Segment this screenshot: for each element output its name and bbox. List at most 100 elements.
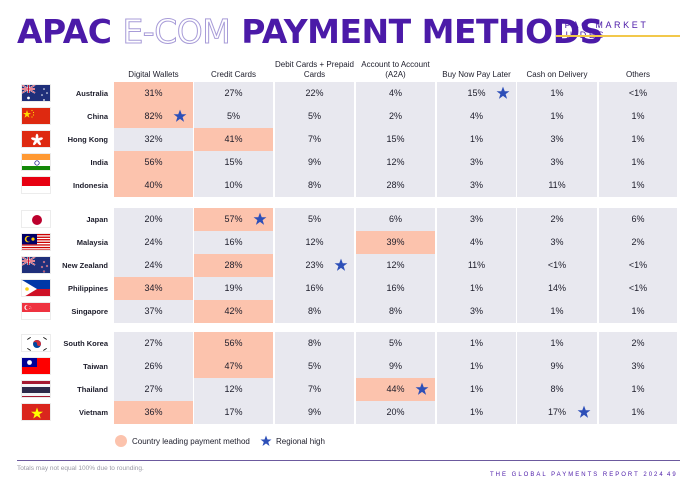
table-cell-digital-wallets: 27% — [114, 332, 193, 355]
cell-value: 2% — [631, 338, 645, 348]
cell-value: 9% — [550, 361, 564, 371]
star-icon — [334, 258, 348, 272]
title-part-1: APAC — [17, 12, 123, 51]
cell-value: 11% — [467, 260, 486, 270]
table-cell-cash-on-delivery: 3% — [517, 151, 597, 174]
table-cell-digital-wallets: 20% — [114, 208, 193, 231]
cell-value: 15% — [386, 134, 405, 144]
table-cell-credit-cards: 19% — [194, 277, 273, 300]
flag-philippines-icon — [21, 279, 51, 297]
country-label: Hong Kong — [67, 135, 108, 144]
table-cell-digital-wallets: 40% — [114, 174, 193, 197]
cell-value: 19% — [224, 283, 243, 293]
legend-regional-high: Regional high — [260, 435, 325, 447]
cell-value: 27% — [144, 384, 163, 394]
table-cell-debit-cards-prepaid-cards: 7% — [275, 128, 354, 151]
cell-value: 10% — [224, 180, 243, 190]
table-row: Hong Kong 32% 41% 7% 15% 1% 3% 1% — [0, 128, 700, 151]
cell-value: <1% — [628, 88, 648, 98]
table-cell-account-to-account-a2a: 2% — [356, 105, 435, 128]
table-row: South Korea 27% 56% 8% 5% 1% 1% 2% — [0, 332, 700, 355]
cell-value: 5% — [226, 111, 240, 121]
cell-value: 24% — [144, 260, 163, 270]
table-cell-buy-now-pay-later: 3% — [437, 151, 516, 174]
table-cell-others: 1% — [599, 151, 677, 174]
star-icon — [577, 405, 591, 419]
flag-japan-icon — [21, 210, 51, 228]
cell-value: 14% — [547, 283, 566, 293]
table-cell-others: <1% — [599, 254, 677, 277]
table-cell-credit-cards: 28% — [194, 254, 273, 277]
star-icon — [415, 382, 429, 396]
flag-vietnam-icon — [21, 403, 51, 421]
table-cell-buy-now-pay-later: 15% — [437, 82, 516, 105]
table-cell-account-to-account-a2a: 20% — [356, 401, 435, 424]
cell-value: 16% — [224, 237, 243, 247]
table-cell-cash-on-delivery: 1% — [517, 105, 597, 128]
country-label: Japan — [86, 215, 108, 224]
table-cell-digital-wallets: 34% — [114, 277, 193, 300]
table-cell-cash-on-delivery: 2% — [517, 208, 597, 231]
cell-value: 9% — [307, 157, 321, 167]
cell-value: 1% — [631, 407, 645, 417]
star-icon — [253, 212, 267, 226]
column-header-credit-cards: Credit Cards — [211, 70, 256, 79]
table-cell-account-to-account-a2a: 12% — [356, 151, 435, 174]
table-cell-credit-cards: 17% — [194, 401, 273, 424]
table-cell-digital-wallets: 82% — [114, 105, 193, 128]
table-cell-digital-wallets: 37% — [114, 300, 193, 323]
table-row: India 56% 15% 9% 12% 3% 3% 1% — [0, 151, 700, 174]
leading-swatch-icon — [115, 435, 127, 447]
table-row: Singapore 37% 42% 8% 8% 3% 1% 1% — [0, 300, 700, 323]
table-cell-buy-now-pay-later: 3% — [437, 174, 516, 197]
cell-value: 1% — [469, 361, 483, 371]
table-cell-others: 2% — [599, 332, 677, 355]
cell-value: <1% — [547, 260, 567, 270]
country-label: Australia — [75, 89, 108, 98]
cell-value: 16% — [386, 283, 405, 293]
table-cell-account-to-account-a2a: 15% — [356, 128, 435, 151]
cell-value: 9% — [388, 361, 402, 371]
table-cell-credit-cards: 5% — [194, 105, 273, 128]
cell-value: 1% — [631, 180, 645, 190]
table-cell-debit-cards-prepaid-cards: 7% — [275, 378, 354, 401]
page-title: APAC E-COM PAYMENT METHODS — [17, 12, 603, 51]
table-cell-debit-cards-prepaid-cards: 5% — [275, 105, 354, 128]
table-cell-cash-on-delivery: 9% — [517, 355, 597, 378]
table-cell-buy-now-pay-later: 1% — [437, 277, 516, 300]
cell-value: 44% — [386, 384, 405, 394]
section-label-underline — [556, 35, 680, 37]
table-cell-account-to-account-a2a: 9% — [356, 355, 435, 378]
table-cell-credit-cards: 57% — [194, 208, 273, 231]
cell-value: 15% — [467, 88, 486, 98]
country-label: Taiwan — [83, 362, 108, 371]
table-cell-buy-now-pay-later: 1% — [437, 378, 516, 401]
cell-value: 1% — [469, 407, 483, 417]
footnote: Totals may not equal 100% due to roundin… — [17, 465, 144, 472]
table-cell-account-to-account-a2a: 39% — [356, 231, 435, 254]
country-label: Thailand — [77, 385, 108, 394]
cell-value: 6% — [388, 214, 402, 224]
flag-malaysia-icon — [21, 233, 51, 251]
table-cell-digital-wallets: 26% — [114, 355, 193, 378]
cell-value: 8% — [550, 384, 564, 394]
cell-value: 8% — [307, 180, 321, 190]
cell-value: 3% — [469, 306, 483, 316]
country-label: Singapore — [71, 307, 108, 316]
cell-value: 3% — [550, 237, 564, 247]
flag-australia-icon — [21, 84, 51, 102]
cell-value: 42% — [224, 306, 243, 316]
cell-value: 1% — [469, 338, 483, 348]
cell-value: 3% — [469, 157, 483, 167]
cell-value: 27% — [144, 338, 163, 348]
page-number: 49 — [667, 472, 678, 478]
table-cell-debit-cards-prepaid-cards: 8% — [275, 174, 354, 197]
cell-value: 9% — [307, 407, 321, 417]
cell-value: 27% — [224, 88, 243, 98]
cell-value: 4% — [469, 237, 483, 247]
cell-value: 28% — [386, 180, 405, 190]
table-cell-buy-now-pay-later: 3% — [437, 208, 516, 231]
table-cell-digital-wallets: 27% — [114, 378, 193, 401]
cell-value: 1% — [469, 384, 483, 394]
cell-value: 11% — [548, 180, 566, 190]
